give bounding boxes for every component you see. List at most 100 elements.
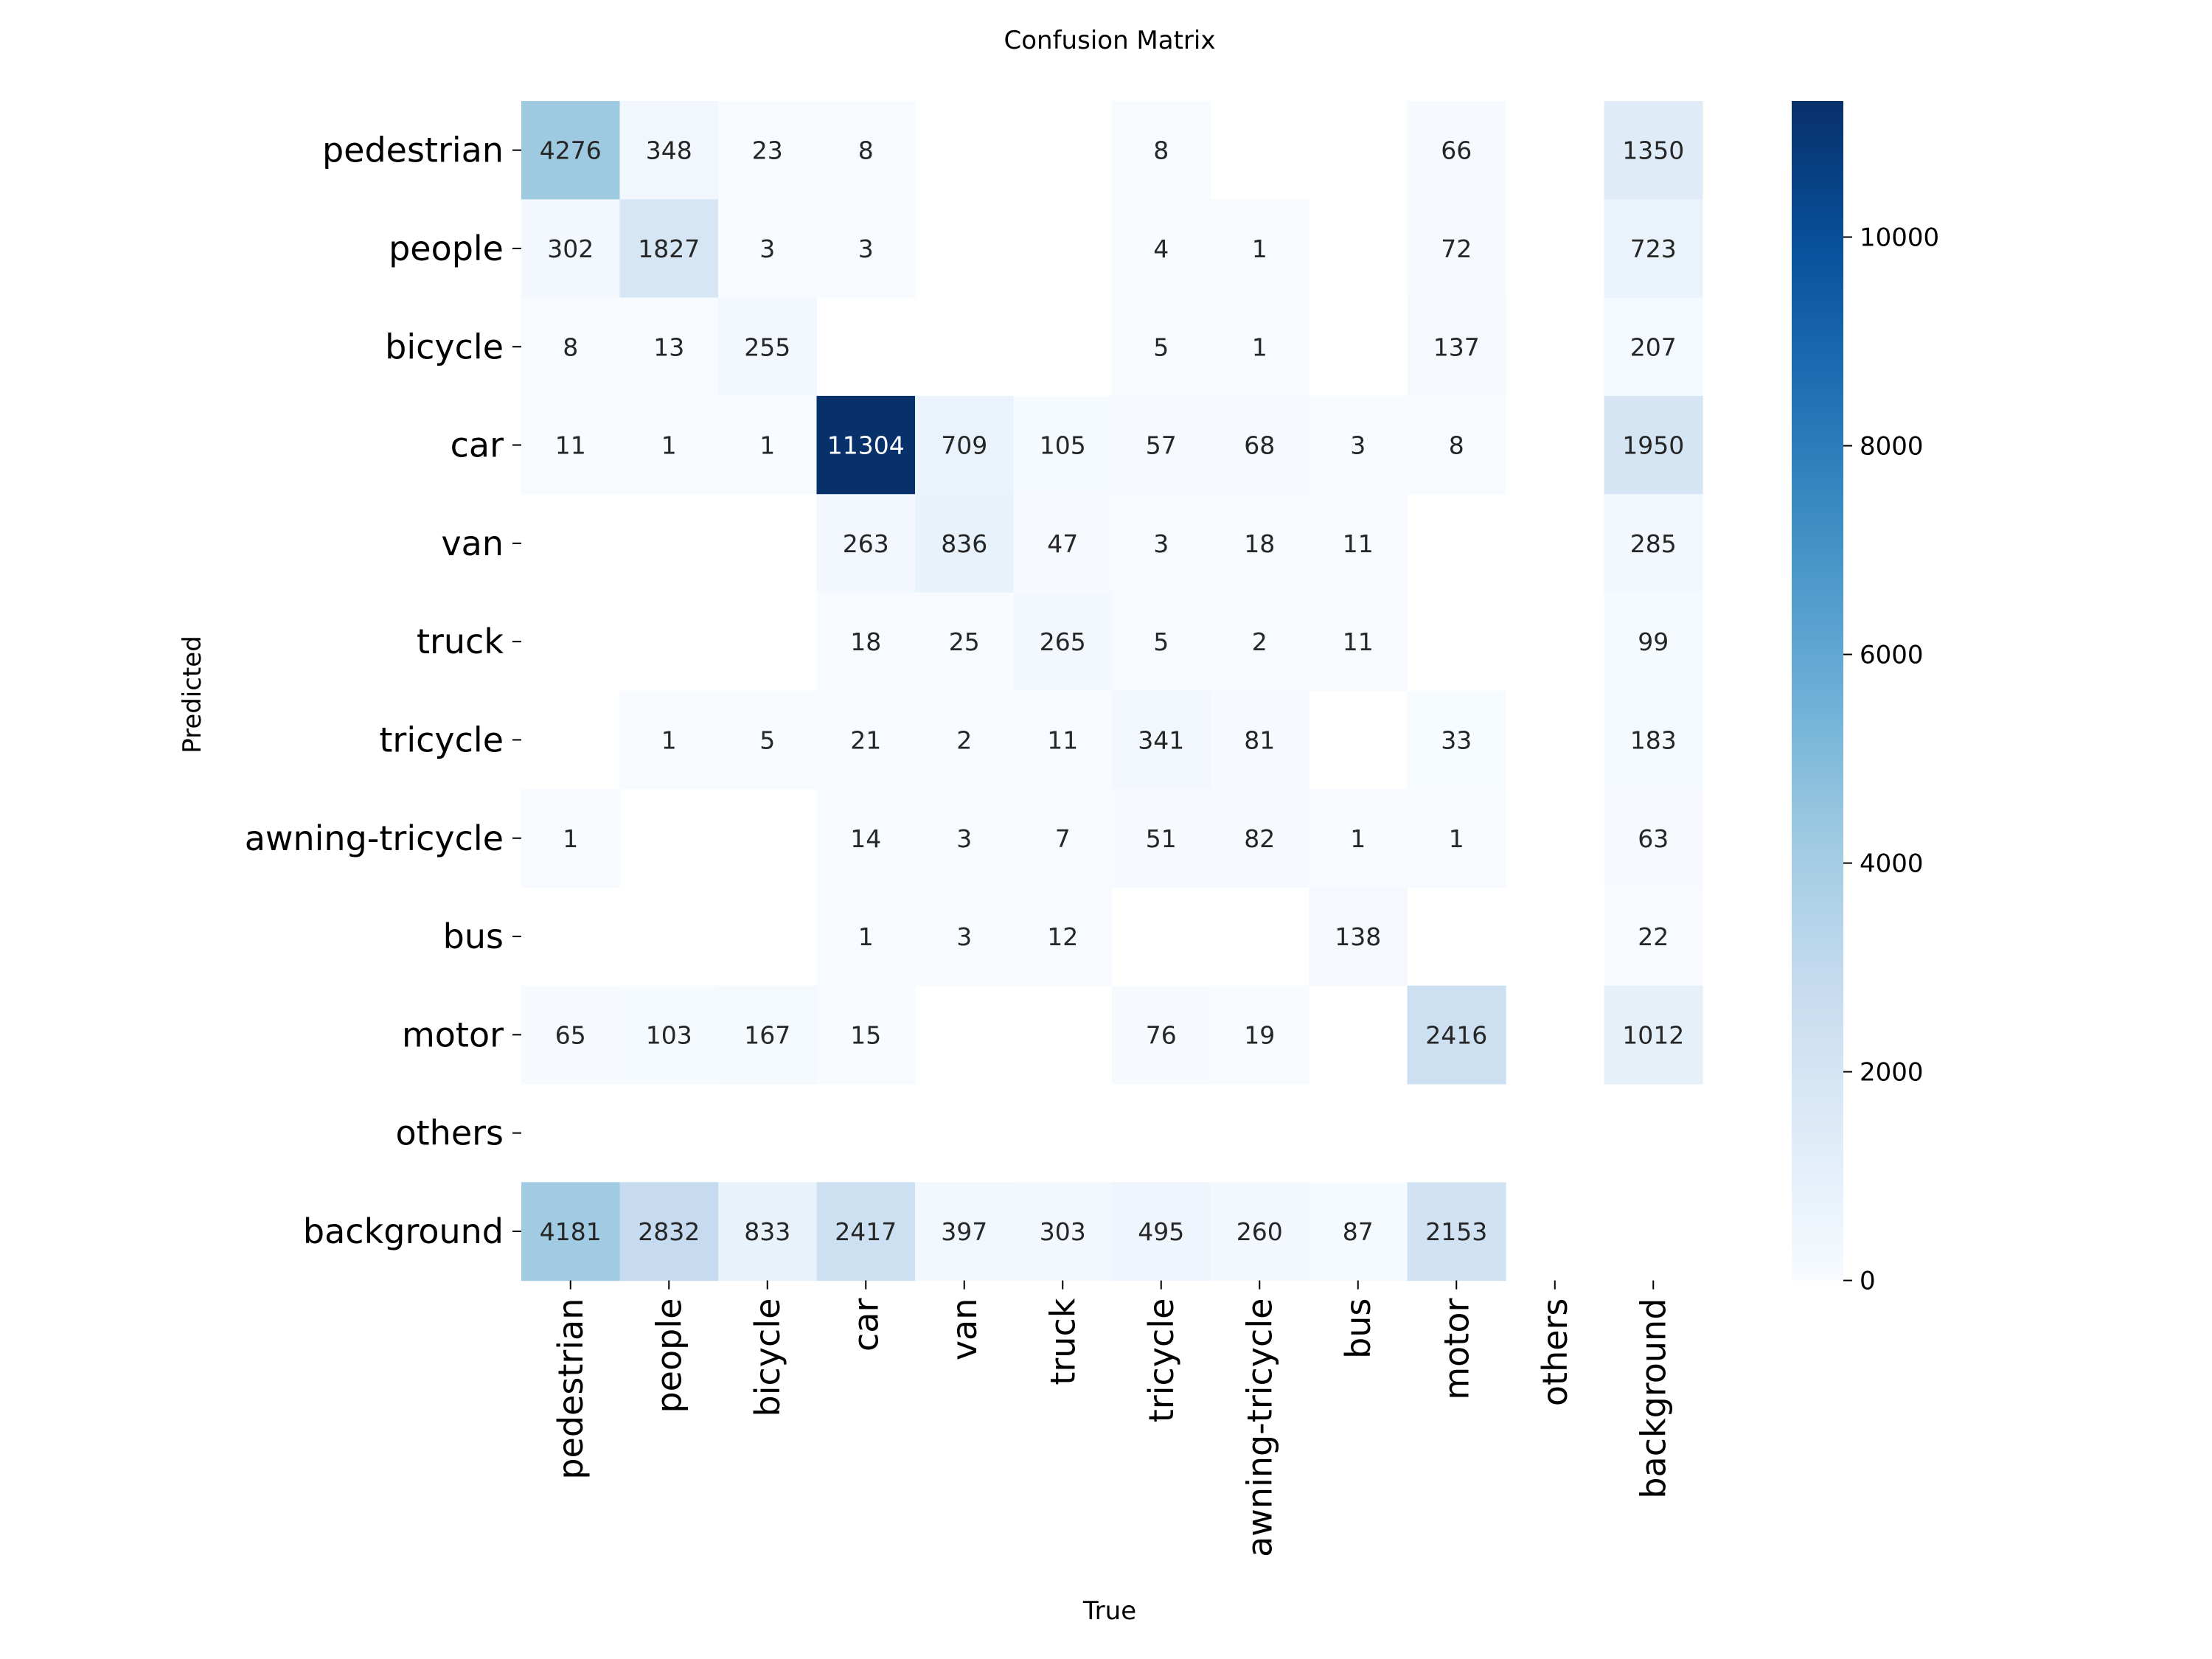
- heatmap-cell-label: 2417: [835, 1217, 897, 1246]
- heatmap-cell: [816, 789, 916, 888]
- heatmap-cell-label: 302: [547, 234, 594, 263]
- heatmap-cell-label: 8: [858, 136, 874, 165]
- heatmap-cell-label: 1950: [1622, 431, 1684, 460]
- heatmap-cell-label: 63: [1638, 824, 1669, 853]
- heatmap-cell: [816, 985, 916, 1085]
- heatmap-cell-label: 22: [1638, 922, 1669, 951]
- heatmap-cell-label: 167: [744, 1020, 790, 1049]
- colorbar-tick-label: 8000: [1860, 432, 1924, 462]
- heatmap-cell: [619, 395, 719, 495]
- heatmap-cell: [1407, 985, 1506, 1085]
- colorbar-tick-label: 2000: [1860, 1058, 1924, 1088]
- heatmap-cell-label: 341: [1138, 726, 1184, 754]
- y-tick-label: car: [451, 425, 504, 465]
- heatmap-cell-label: 4181: [540, 1217, 602, 1246]
- heatmap-cells: [521, 101, 1703, 1281]
- heatmap-cell: [1407, 1182, 1506, 1281]
- heatmap-cell: [1013, 395, 1113, 495]
- heatmap-cell-label: 4276: [540, 136, 602, 165]
- heatmap-cell: [915, 395, 1015, 495]
- heatmap-cell-label: 2832: [638, 1217, 700, 1246]
- heatmap-cell: [718, 985, 818, 1085]
- x-tick-label: van: [945, 1298, 984, 1361]
- heatmap-cell-label: 7: [1055, 824, 1071, 853]
- x-tick-label: pedestrian: [551, 1298, 591, 1480]
- heatmap-cell-label: 1350: [1622, 136, 1684, 165]
- heatmap-cell: [521, 199, 621, 299]
- heatmap-cell-label: 495: [1138, 1217, 1184, 1246]
- heatmap-cell-label: 1012: [1622, 1020, 1684, 1049]
- heatmap-cell: [619, 985, 719, 1085]
- heatmap-cell: [619, 101, 719, 200]
- heatmap-cell: [1112, 494, 1211, 594]
- heatmap-cell-label: 183: [1630, 726, 1677, 754]
- heatmap-cell-label: 3: [858, 234, 874, 263]
- heatmap-cell-label: 99: [1638, 627, 1669, 656]
- heatmap-cell-label: 105: [1040, 431, 1086, 460]
- y-tick-label: pedestrian: [322, 131, 504, 170]
- heatmap-cell: [915, 1182, 1015, 1281]
- heatmap-cell-label: 1: [1350, 824, 1366, 853]
- heatmap-cell: [1407, 297, 1506, 397]
- heatmap-cell: [1604, 985, 1703, 1085]
- heatmap-cell: [1112, 985, 1211, 1085]
- heatmap-cell-label: 1827: [638, 234, 700, 263]
- heatmap-cell-label: 57: [1146, 431, 1177, 460]
- heatmap-cell-label: 82: [1244, 824, 1275, 853]
- heatmap-cell-label: 709: [941, 431, 987, 460]
- heatmap-cell: [1210, 592, 1310, 692]
- colorbar: [1792, 101, 1843, 1281]
- heatmap-cell-label: 103: [646, 1020, 692, 1049]
- heatmap-cell-label: 3: [759, 234, 775, 263]
- heatmap-cell: [915, 690, 1015, 790]
- heatmap-cell-label: 263: [843, 529, 889, 558]
- heatmap-cell-label: 207: [1630, 333, 1677, 361]
- heatmap-cell: [1112, 297, 1211, 397]
- heatmap-cell: [1604, 789, 1703, 888]
- heatmap-cell: [521, 985, 621, 1085]
- heatmap-cell: [1013, 494, 1113, 594]
- heatmap-cell-label: 11: [1343, 627, 1374, 656]
- heatmap-cell-label: 3: [1350, 431, 1366, 460]
- heatmap-cell: [1407, 101, 1506, 200]
- heatmap-cell-label: 1: [858, 922, 874, 951]
- heatmap-cell: [1604, 592, 1703, 692]
- heatmap-cell: [1309, 592, 1408, 692]
- heatmap-cell: [915, 887, 1015, 987]
- y-tick-label: tricycle: [379, 720, 504, 759]
- heatmap-cell: [521, 101, 621, 200]
- heatmap-cell-label: 13: [653, 333, 684, 361]
- y-axis-label: Predicted: [178, 636, 207, 754]
- heatmap-cell-label: 81: [1244, 726, 1275, 754]
- heatmap-cell-label: 4: [1153, 234, 1169, 263]
- heatmap-cell-label: 397: [941, 1217, 987, 1246]
- heatmap-cell: [1210, 1182, 1310, 1281]
- heatmap-cell: [718, 101, 818, 200]
- heatmap-cell-label: 8: [1153, 136, 1169, 165]
- x-tick-label: awning-tricycle: [1239, 1298, 1279, 1557]
- heatmap-cell-label: 1: [661, 726, 677, 754]
- heatmap-cell-label: 33: [1441, 726, 1472, 754]
- heatmap-cell-label: 1: [1449, 824, 1464, 853]
- heatmap-cell-label: 265: [1040, 627, 1086, 656]
- heatmap-cell-label: 1: [661, 431, 677, 460]
- heatmap-cell-label: 260: [1237, 1217, 1283, 1246]
- heatmap-cell: [1604, 395, 1703, 495]
- heatmap-cell: [1604, 297, 1703, 397]
- heatmap-cell-label: 18: [850, 627, 881, 656]
- x-axis-ticks: pedestrian people bicycle car van truck tricyc…: [551, 1280, 1673, 1557]
- x-tick-label: bicycle: [748, 1298, 787, 1417]
- heatmap-cell: [1407, 789, 1506, 888]
- heatmap-cell: [816, 887, 916, 987]
- y-tick-label: van: [441, 524, 504, 563]
- heatmap-cell: [1604, 494, 1703, 594]
- heatmap-cell-label: 3: [956, 824, 972, 853]
- heatmap-cell-label: 1: [563, 824, 578, 853]
- heatmap-cell: [915, 789, 1015, 888]
- y-tick-label: awning-tricycle: [245, 818, 504, 858]
- heatmap-cell: [816, 690, 916, 790]
- heatmap-cell: [521, 789, 621, 888]
- heatmap-cell: [619, 690, 719, 790]
- heatmap-cell-label: 47: [1047, 529, 1078, 558]
